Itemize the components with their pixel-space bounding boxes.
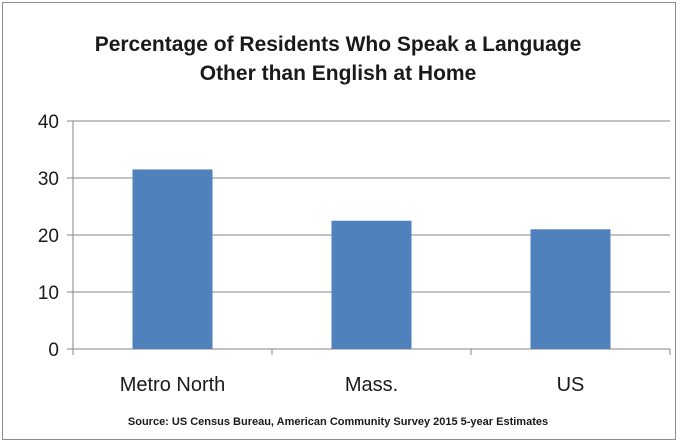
y-tick-label: 40 (38, 112, 59, 133)
bar-metro-north (132, 169, 213, 349)
bar-us (530, 229, 611, 349)
y-tick-label: 0 (48, 340, 59, 361)
chart-title-line-1: Percentage of Residents Who Speak a Lang… (94, 33, 582, 56)
chart-source-note: Source: US Census Bureau, American Commu… (127, 416, 549, 428)
x-category-label: Mass. (345, 374, 398, 396)
y-tick-label: 30 (38, 169, 59, 190)
y-tick-label: 10 (38, 283, 59, 304)
x-category-label: US (557, 374, 585, 396)
bar-mass (331, 220, 412, 349)
x-category-label: Metro North (120, 374, 226, 396)
chart-title: Percentage of Residents Who Speak a Lang… (0, 30, 676, 88)
y-tick-label: 20 (38, 226, 59, 247)
chart-title-line-2: Other than English at Home (199, 62, 477, 85)
